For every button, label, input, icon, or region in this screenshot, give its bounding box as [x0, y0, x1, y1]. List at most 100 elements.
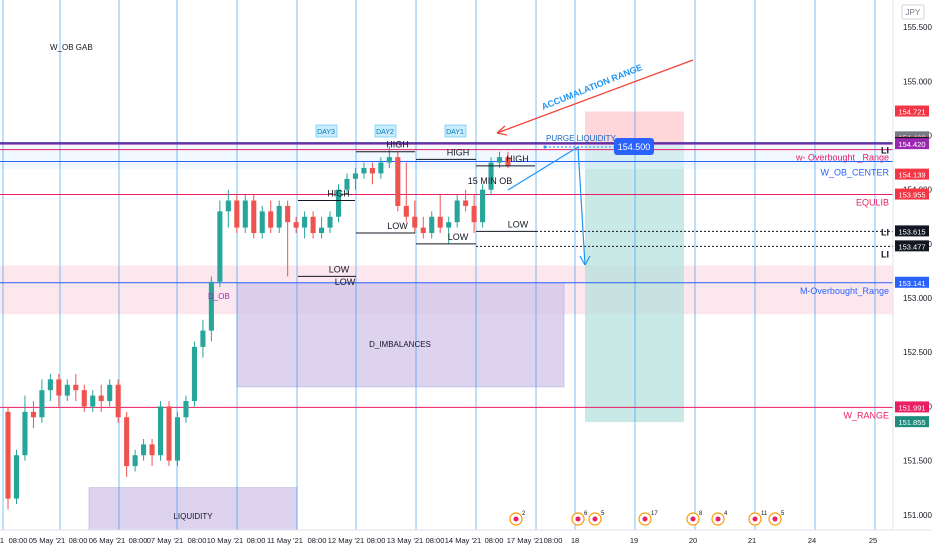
- candle[interactable]: [471, 195, 477, 234]
- day-label: DAY2: [376, 129, 394, 136]
- target-price-badge[interactable]: 154.500: [614, 138, 654, 155]
- candle[interactable]: [56, 373, 62, 407]
- price-label: 154.420: [895, 138, 929, 150]
- candle[interactable]: [158, 401, 164, 461]
- candle-body: [183, 401, 189, 418]
- candle[interactable]: [200, 319, 206, 358]
- x-tick-label: 08:00: [544, 536, 563, 545]
- candle[interactable]: [268, 200, 274, 234]
- candle[interactable]: [429, 211, 435, 239]
- candle[interactable]: [132, 449, 138, 472]
- candle[interactable]: [437, 195, 443, 234]
- x-tick-label: 17 May '21: [507, 536, 543, 545]
- day-box: DAY3: [315, 124, 338, 138]
- candle[interactable]: [344, 173, 350, 196]
- candle[interactable]: [446, 216, 452, 244]
- candle[interactable]: [183, 395, 189, 423]
- currency-label: JPY: [906, 8, 921, 17]
- candle-body: [505, 157, 511, 166]
- candle[interactable]: [488, 157, 494, 196]
- candle[interactable]: [251, 195, 257, 239]
- candle[interactable]: [81, 384, 87, 412]
- candle[interactable]: [191, 341, 197, 407]
- low-label: LOW: [335, 277, 356, 287]
- candle[interactable]: [335, 184, 342, 223]
- candle[interactable]: [505, 151, 511, 168]
- candle[interactable]: [149, 438, 155, 467]
- price-label-text: 154.139: [898, 171, 925, 180]
- candle[interactable]: [386, 146, 392, 168]
- economic-event-icon[interactable]: 17: [638, 511, 658, 526]
- candle-body: [395, 157, 401, 206]
- price-label-text: 151.855: [898, 418, 925, 427]
- candle[interactable]: [412, 200, 418, 234]
- candle[interactable]: [454, 195, 460, 228]
- price-label-text: 153.141: [898, 279, 925, 288]
- candle-body: [5, 411, 11, 499]
- x-tick-label: 08:00: [485, 536, 504, 545]
- candle[interactable]: [98, 384, 104, 412]
- candle[interactable]: [30, 401, 36, 429]
- level-lines: w- Overbought _Range W_OB_CENTER EQULIB M-O…: [0, 142, 893, 420]
- candle[interactable]: [480, 184, 486, 228]
- x-tick-label: 08:00: [129, 536, 148, 545]
- accumulation-label: ACCUMALATION RANGE: [540, 62, 644, 112]
- candle[interactable]: [310, 211, 316, 239]
- candle[interactable]: [208, 276, 214, 342]
- candle[interactable]: [217, 200, 223, 288]
- candle[interactable]: [369, 162, 375, 185]
- economic-event-icon[interactable]: 6: [571, 511, 588, 526]
- economic-event-icon[interactable]: 11: [748, 511, 768, 526]
- candle[interactable]: [124, 411, 130, 477]
- candle[interactable]: [166, 401, 172, 467]
- candle[interactable]: [22, 395, 28, 461]
- currency-box[interactable]: [901, 4, 925, 20]
- event-count: 4: [724, 511, 728, 517]
- candle[interactable]: [285, 200, 291, 277]
- candle[interactable]: [174, 411, 181, 467]
- candles[interactable]: [5, 146, 511, 510]
- candle[interactable]: [73, 373, 79, 402]
- candle[interactable]: [276, 200, 282, 234]
- day-label: DAY3: [317, 129, 335, 136]
- candle[interactable]: [319, 216, 325, 239]
- economic-event-icon[interactable]: 4: [711, 511, 728, 526]
- economic-event-icon[interactable]: 8: [686, 511, 703, 526]
- candle[interactable]: [378, 157, 384, 179]
- candle[interactable]: [403, 162, 409, 223]
- candle[interactable]: [395, 151, 401, 212]
- candle[interactable]: [463, 189, 469, 212]
- candle[interactable]: [64, 379, 70, 402]
- candle[interactable]: [293, 216, 299, 234]
- high-label: HIGH: [447, 147, 470, 157]
- economic-event-icon[interactable]: 5: [588, 511, 605, 526]
- candle[interactable]: [5, 406, 11, 510]
- economic-event-icon[interactable]: 2: [509, 511, 526, 526]
- candle[interactable]: [115, 379, 121, 423]
- candle-body: [98, 395, 104, 402]
- candle[interactable]: [259, 205, 265, 239]
- candle[interactable]: [107, 379, 113, 407]
- candle-body: [81, 390, 87, 407]
- candle[interactable]: [327, 211, 333, 234]
- d-imbalances-zone: [236, 282, 565, 388]
- candle[interactable]: [90, 390, 96, 412]
- candle[interactable]: [352, 167, 358, 190]
- li-label: LI: [881, 145, 889, 155]
- x-tick-label: 08:00: [9, 536, 28, 545]
- candle[interactable]: [234, 195, 240, 234]
- candle[interactable]: [225, 189, 231, 228]
- candle[interactable]: [39, 379, 45, 423]
- economic-event-icon[interactable]: 5: [768, 511, 785, 526]
- candle[interactable]: [420, 216, 426, 239]
- candle[interactable]: [361, 162, 367, 179]
- candle[interactable]: [496, 151, 503, 168]
- x-tick-label: 21: [748, 536, 756, 545]
- candle[interactable]: [242, 195, 248, 234]
- candle[interactable]: [302, 211, 308, 239]
- candle-body: [276, 205, 282, 228]
- candle[interactable]: [141, 438, 147, 461]
- candle[interactable]: [13, 449, 20, 504]
- candle[interactable]: [47, 373, 53, 402]
